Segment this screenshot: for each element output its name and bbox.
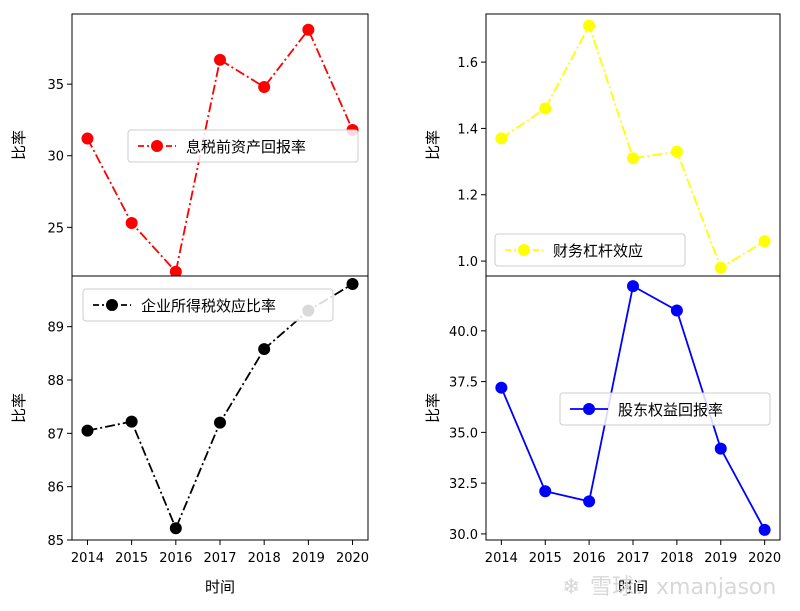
data-point	[125, 415, 138, 428]
y-tick-label: 32.5	[449, 477, 478, 492]
axes-background	[441, 276, 782, 600]
y-tick-label: 88	[47, 374, 64, 389]
x-tick-label: 2020	[336, 551, 369, 566]
legend-box	[559, 392, 771, 426]
y-tick-label: 37.5	[449, 376, 478, 391]
x-tick-label: 2019	[704, 551, 737, 566]
x-axis-label: 时间	[618, 578, 648, 596]
data-point	[714, 442, 727, 455]
y-tick-label: 1.6	[457, 56, 478, 71]
legend-label: 股东权益回报率	[618, 401, 723, 419]
x-tick-label: 2014	[485, 551, 518, 566]
data-point	[169, 522, 182, 535]
subplot-4: 30.0 32.5 35.0 37.5 40.0 2014 2015 2016 2017 2018…	[424, 275, 782, 600]
y-axis-label: 比率	[424, 393, 442, 423]
x-tick-label: 2017	[203, 551, 236, 566]
y-tick-label: 89	[47, 321, 64, 336]
legend-marker	[151, 140, 163, 152]
legend-box	[127, 129, 359, 163]
x-tick-label: 2016	[159, 551, 192, 566]
data-point	[758, 235, 771, 248]
data-point	[214, 53, 226, 66]
data-point	[258, 343, 271, 356]
legend-marker	[518, 244, 530, 256]
x-tick-label: 2016	[573, 551, 606, 566]
y-axis-label: 比率	[424, 130, 442, 160]
data-point	[258, 81, 271, 94]
y-tick-label: 40.0	[449, 325, 478, 340]
axes-frame	[71, 275, 369, 541]
data-point	[81, 424, 94, 437]
x-axis-label: 时间	[205, 578, 235, 596]
subplot-1: 2530352014比率息税前资产回报率	[10, 13, 370, 302]
axes-background	[27, 276, 370, 600]
x-tick-label: 2017	[616, 551, 649, 566]
data-point	[539, 102, 552, 115]
data-point	[125, 217, 138, 230]
snowflake-icon: ❄	[562, 575, 580, 600]
y-tick-label: 1.2	[457, 189, 478, 204]
data-point	[495, 381, 508, 394]
y-tick-label: 30.0	[449, 528, 478, 543]
data-point	[583, 495, 596, 508]
legend-marker	[106, 299, 118, 311]
y-axis-label: 比率	[10, 393, 28, 423]
data-point	[714, 261, 727, 274]
data-point	[627, 280, 639, 293]
axes-frame	[485, 275, 781, 541]
y-tick-label: 25	[47, 221, 64, 236]
data-point	[670, 145, 683, 158]
y-tick-label: 1.4	[457, 122, 478, 137]
subplot-2: 1.01.21.41.62014比率财务杠杆效应	[424, 13, 782, 302]
axes-background	[441, 14, 782, 276]
legend-label: 企业所得税效应比率	[141, 297, 276, 315]
y-axis-label: 比率	[10, 130, 28, 160]
x-tick-label: 2015	[529, 551, 562, 566]
x-tick-label: 2015	[115, 551, 148, 566]
data-point	[539, 485, 552, 498]
legend-marker	[583, 403, 595, 415]
x-tick-label: 2014	[71, 551, 104, 566]
data-point	[81, 132, 94, 145]
legend-label: 息税前资产回报率	[186, 138, 306, 156]
subplot-3: 85 86 87 88 89 2014 2015 2016 2017 2018 2019 2020 比率…	[10, 275, 370, 600]
data-point	[670, 304, 683, 317]
data-point	[169, 265, 182, 278]
x-tick-label: 2020	[748, 551, 781, 566]
data-point	[583, 19, 596, 32]
x-tick-label: 2018	[660, 551, 693, 566]
data-point	[214, 416, 226, 429]
y-tick-label: 35.0	[449, 426, 478, 441]
y-tick-label: 35	[47, 78, 64, 93]
x-tick-label: 2018	[248, 551, 281, 566]
watermark-text: 雪球：xmanjason	[590, 575, 776, 600]
legend-label: 财务杠杆效应	[553, 242, 643, 260]
data-point	[627, 152, 639, 165]
data-point	[302, 23, 315, 36]
data-point	[495, 132, 508, 145]
data-point	[758, 523, 771, 536]
y-tick-label: 85	[47, 534, 64, 549]
legend-box	[494, 233, 686, 267]
y-tick-label: 87	[47, 427, 64, 442]
y-tick-label: 30	[47, 150, 64, 165]
y-tick-label: 1.0	[457, 255, 478, 270]
watermark: ❄ 雪球：xmanjason	[562, 575, 776, 600]
x-tick-label: 2019	[292, 551, 325, 566]
y-tick-label: 86	[47, 481, 64, 496]
legend-box	[82, 288, 334, 322]
data-point	[346, 278, 359, 290]
